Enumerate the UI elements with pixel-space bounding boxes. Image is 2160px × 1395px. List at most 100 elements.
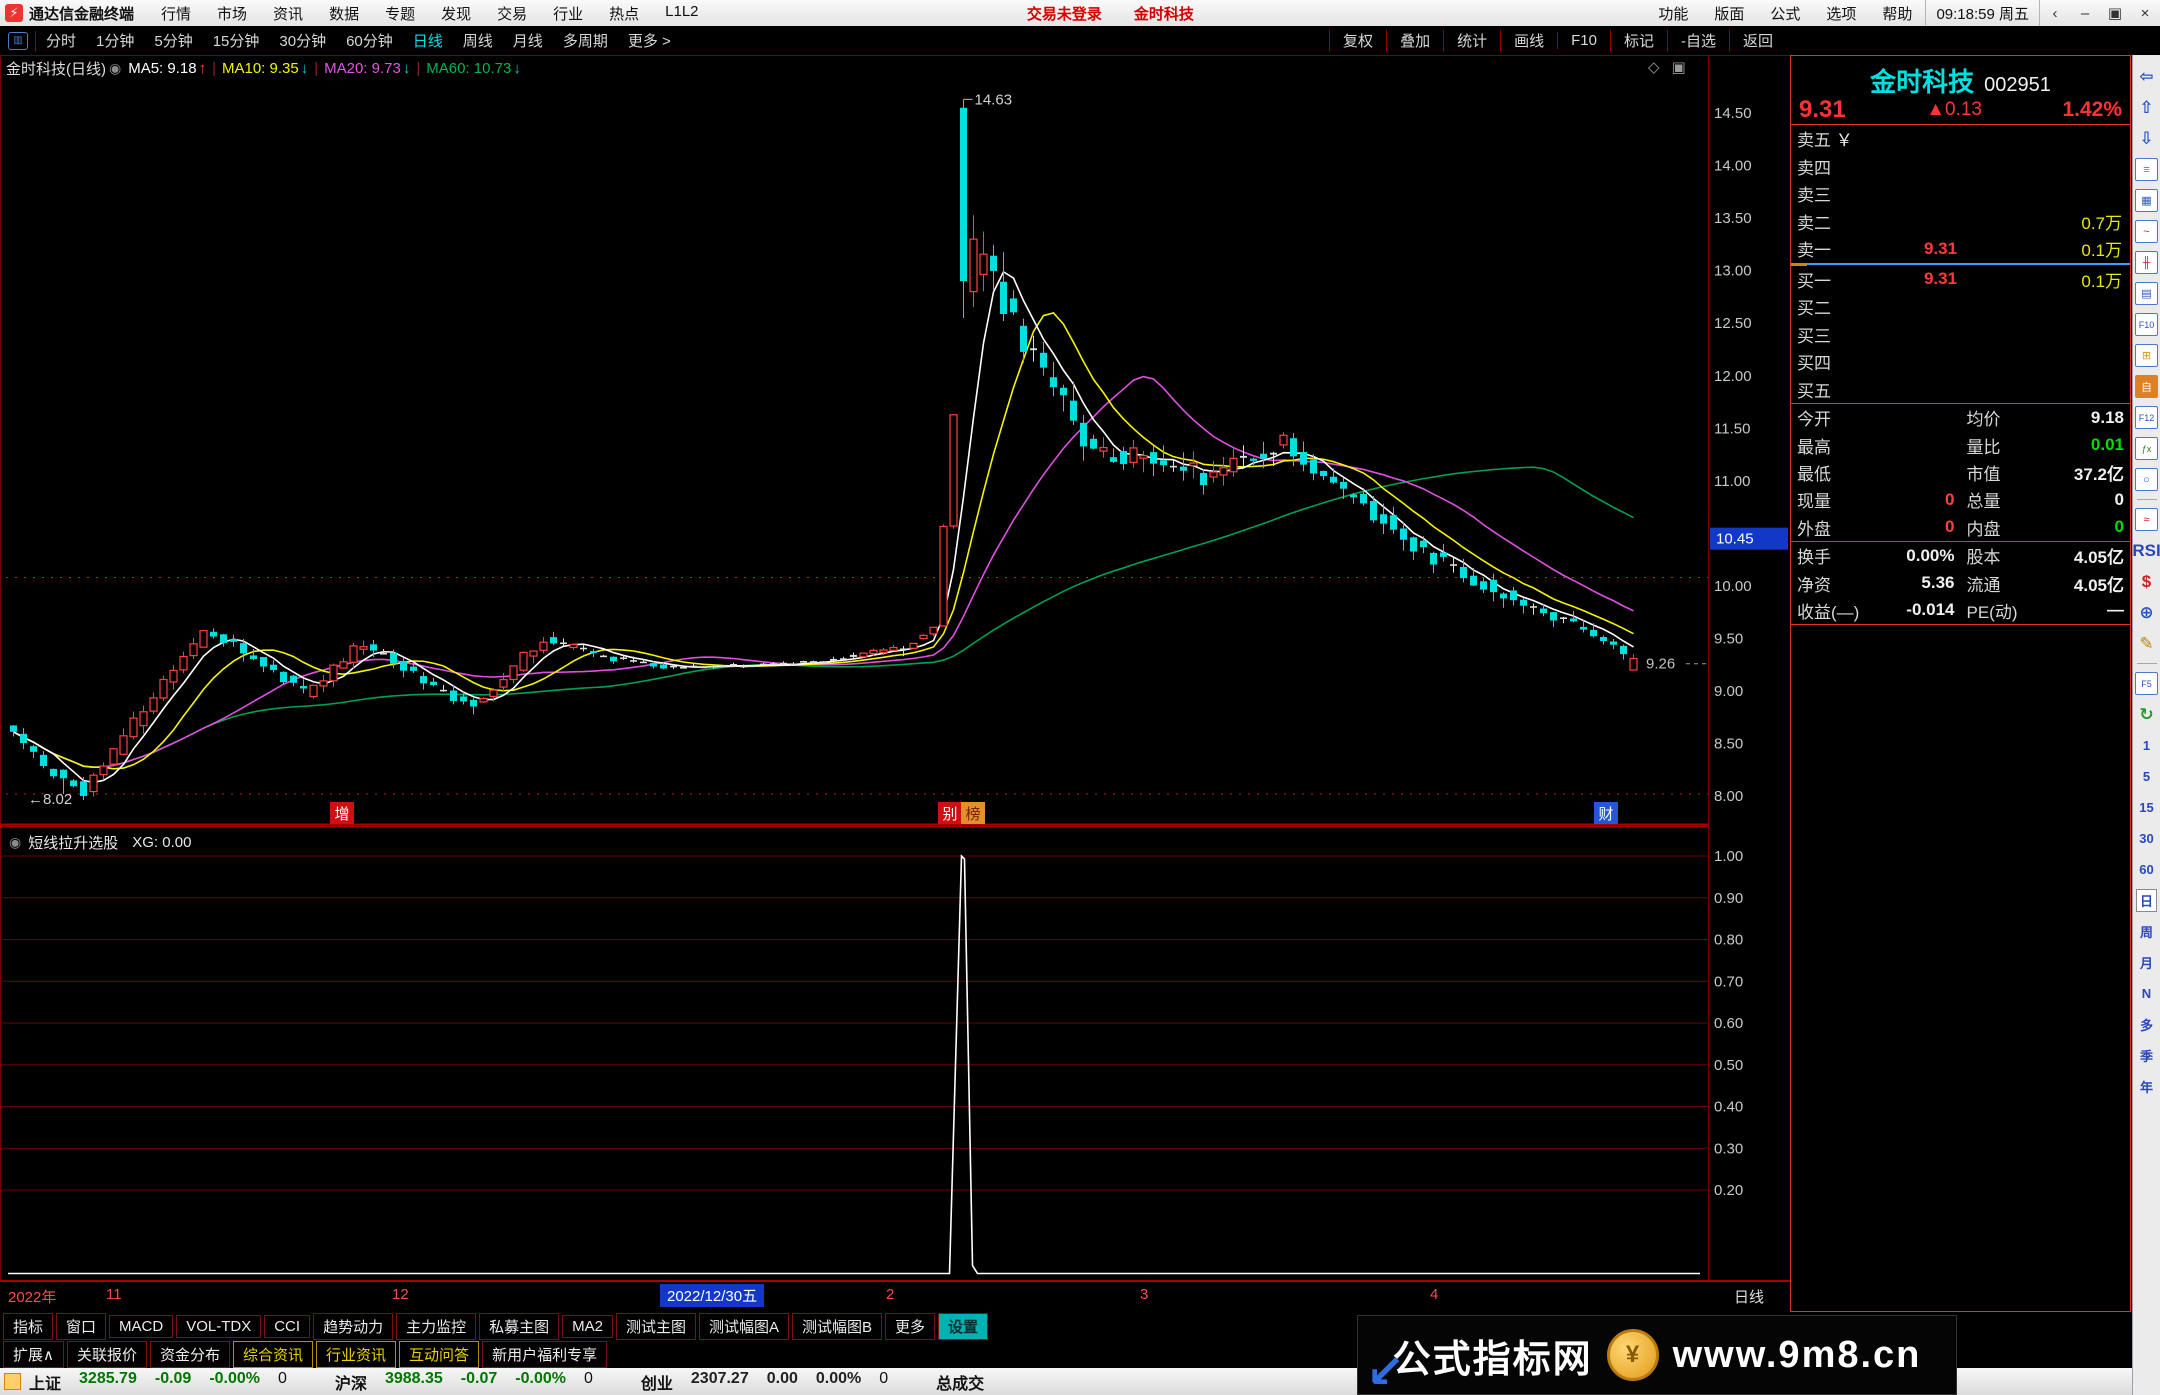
right-menu-item-4[interactable]: 帮助 bbox=[1882, 5, 1913, 23]
refresh-icon[interactable]: ↻ bbox=[2135, 699, 2159, 730]
timeframe-2[interactable]: 5分钟 bbox=[154, 33, 193, 50]
timeframe-7[interactable]: 周线 bbox=[462, 33, 493, 50]
menu-item-9[interactable]: L1L2 bbox=[665, 2, 699, 20]
wave-icon[interactable]: ≈ bbox=[2135, 504, 2159, 535]
period-30[interactable]: 30 bbox=[2135, 823, 2159, 854]
timeframe-8[interactable]: 月线 bbox=[512, 33, 543, 50]
timeframe-10[interactable]: 更多 > bbox=[627, 33, 671, 50]
timeframe-0[interactable]: 分时 bbox=[46, 33, 77, 50]
period-15[interactable]: 15 bbox=[2135, 792, 2159, 823]
move-icon[interactable]: ⊕ bbox=[2135, 597, 2159, 628]
kline-chart-icon[interactable]: ╫ bbox=[2135, 247, 2159, 278]
current-stock-label[interactable]: 金时科技 bbox=[1133, 5, 1194, 23]
up-arrow-icon[interactable]: ⇧ bbox=[2135, 92, 2159, 123]
menu-item-2[interactable]: 资讯 bbox=[273, 5, 304, 23]
timeframe-1[interactable]: 1分钟 bbox=[96, 33, 135, 50]
toolbar-button-0[interactable]: 复权 bbox=[1329, 30, 1386, 51]
period-1[interactable]: 1 bbox=[2135, 730, 2159, 761]
corner-icon-1[interactable]: ▣ bbox=[1671, 59, 1698, 76]
chart-corner-icons[interactable]: ◇▣ bbox=[1648, 58, 1698, 76]
timeframe-4[interactable]: 30分钟 bbox=[279, 33, 327, 50]
formula-icon[interactable]: ƒx bbox=[2135, 433, 2159, 464]
extension-tab-5[interactable]: 互动问答 bbox=[399, 1340, 480, 1368]
relation-tree-icon[interactable]: ⊞ bbox=[2135, 340, 2159, 371]
menu-item-6[interactable]: 交易 bbox=[497, 5, 528, 23]
menu-item-1[interactable]: 市场 bbox=[217, 5, 248, 23]
extension-tab-6[interactable]: 新用户福利专享 bbox=[482, 1340, 608, 1368]
toolbar-button-3[interactable]: 画线 bbox=[1500, 30, 1557, 51]
extension-tab-3[interactable]: 综合资讯 bbox=[233, 1340, 314, 1368]
period-day[interactable]: 日 bbox=[2135, 885, 2159, 916]
menu-item-4[interactable]: 专题 bbox=[385, 5, 416, 23]
self-stock-icon[interactable]: 自 bbox=[2135, 371, 2159, 402]
indicator-tab-9[interactable]: 测试主图 bbox=[615, 1312, 696, 1340]
extension-tab-2[interactable]: 资金分布 bbox=[150, 1340, 231, 1368]
toolbar-button-6[interactable]: -自选 bbox=[1666, 30, 1729, 51]
toolbar-button-4[interactable]: F10 bbox=[1557, 32, 1610, 49]
indicator-tab-8[interactable]: MA2 bbox=[562, 1314, 613, 1338]
right-menu-item-3[interactable]: 选项 bbox=[1826, 5, 1857, 23]
indicator-tab-13[interactable]: 设置 bbox=[938, 1312, 989, 1340]
indicator-tab-3[interactable]: VOL-TDX bbox=[176, 1314, 262, 1338]
f12-icon[interactable]: F12 bbox=[2135, 402, 2159, 433]
toolbar-button-1[interactable]: 叠加 bbox=[1386, 30, 1443, 51]
period-5[interactable]: 5 bbox=[2135, 761, 2159, 792]
timeframe-5[interactable]: 60分钟 bbox=[346, 33, 393, 50]
right-menu-item-0[interactable]: 功能 bbox=[1658, 5, 1689, 23]
nav-back-button[interactable]: ‹ bbox=[2052, 4, 2058, 22]
rsi-icon[interactable]: RSI bbox=[2132, 535, 2160, 566]
menu-item-3[interactable]: 数据 bbox=[329, 5, 360, 23]
period-60[interactable]: 60 bbox=[2135, 854, 2159, 885]
indicator-tab-5[interactable]: 趋势动力 bbox=[313, 1312, 394, 1340]
extension-tab-4[interactable]: 行业资讯 bbox=[316, 1340, 397, 1368]
extension-tab-0[interactable]: 扩展∧ bbox=[3, 1340, 64, 1368]
indicator-tab-6[interactable]: 主力监控 bbox=[396, 1312, 477, 1340]
indicator-tab-7[interactable]: 私募主图 bbox=[479, 1312, 560, 1340]
f10-icon[interactable]: F10 bbox=[2135, 309, 2159, 340]
period-year[interactable]: 年 bbox=[2135, 1071, 2159, 1102]
collapse-toggle-icon[interactable]: ◉ bbox=[109, 60, 122, 76]
period-quarter[interactable]: 季 bbox=[2135, 1040, 2159, 1071]
indicator-toggle-icon[interactable]: ◉ bbox=[9, 834, 22, 850]
indicator-tab-0[interactable]: 指标 bbox=[3, 1312, 54, 1340]
money-icon[interactable]: $ bbox=[2135, 566, 2159, 597]
corner-icon-0[interactable]: ◇ bbox=[1648, 59, 1672, 76]
indicator-canvas[interactable]: 1.00 0.90 0.80 0.70 0.60 0.50 0.40 0.30 0.20 bbox=[0, 826, 1790, 1282]
info-cards-icon[interactable]: ▤ bbox=[2135, 278, 2159, 309]
main-chart-canvas[interactable]: 14.50 14.00 13.50 13.00 12.50 12.00 11.50 11.00… bbox=[0, 55, 1790, 826]
restore-button[interactable]: ▣ bbox=[2107, 5, 2123, 22]
radar-icon[interactable]: ○ bbox=[2135, 464, 2159, 495]
f5-icon[interactable]: F5 bbox=[2135, 668, 2159, 699]
minimize-button[interactable]: – bbox=[2080, 4, 2090, 22]
currency-toggle[interactable]: ￥ bbox=[1831, 131, 1853, 151]
indicator-tab-2[interactable]: MACD bbox=[109, 1314, 174, 1338]
pencil-icon[interactable]: ✎ bbox=[2135, 628, 2159, 659]
menu-item-5[interactable]: 发现 bbox=[441, 5, 472, 23]
trade-login-status[interactable]: 交易未登录 bbox=[1026, 5, 1102, 23]
indicator-tab-1[interactable]: 窗口 bbox=[56, 1312, 107, 1340]
indicator-tab-11[interactable]: 测试幅图B bbox=[791, 1312, 882, 1340]
toolbar-button-2[interactable]: 统计 bbox=[1443, 30, 1500, 51]
indicator-tab-4[interactable]: CCI bbox=[264, 1314, 311, 1338]
menu-item-0[interactable]: 行情 bbox=[161, 5, 192, 23]
timeframe-6[interactable]: 日线 bbox=[412, 33, 443, 50]
right-menu-item-2[interactable]: 公式 bbox=[1770, 5, 1801, 23]
right-menu-item-1[interactable]: 版面 bbox=[1714, 5, 1745, 23]
close-button[interactable]: × bbox=[2140, 4, 2150, 22]
extension-tab-1[interactable]: 关联报价 bbox=[66, 1340, 147, 1368]
indicator-tab-10[interactable]: 测试幅图A bbox=[698, 1312, 789, 1340]
down-arrow-icon[interactable]: ⇩ bbox=[2135, 123, 2159, 154]
menu-item-7[interactable]: 行业 bbox=[553, 5, 584, 23]
period-month[interactable]: 月 bbox=[2135, 947, 2159, 978]
toolbar-button-5[interactable]: 标记 bbox=[1609, 30, 1667, 51]
indicator-tab-12[interactable]: 更多 bbox=[885, 1312, 936, 1340]
back-arrow-icon[interactable]: ⇦ bbox=[2135, 61, 2159, 92]
trend-chart-icon[interactable]: ~ bbox=[2135, 216, 2159, 247]
timeframe-9[interactable]: 多周期 bbox=[562, 33, 608, 50]
timeframe-3[interactable]: 15分钟 bbox=[212, 33, 260, 50]
grid-quote-icon[interactable]: ▦ bbox=[2135, 185, 2159, 216]
period-n[interactable]: N bbox=[2135, 978, 2159, 1009]
period-week[interactable]: 周 bbox=[2135, 916, 2159, 947]
status-grid-icon[interactable] bbox=[4, 1373, 21, 1390]
quote-board-icon[interactable]: ≡ bbox=[2135, 154, 2159, 185]
